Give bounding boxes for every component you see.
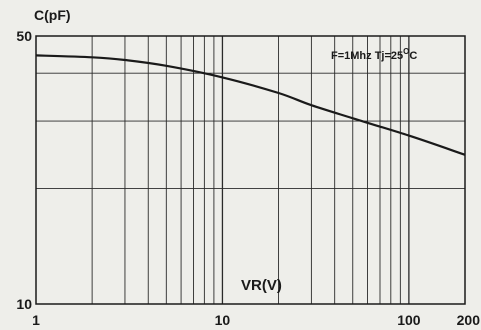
annotation-text: F=1Mhz Tj=25 [331,50,403,62]
capacitance-curve [35,54,466,156]
x-tick-label: 10 [215,312,231,328]
plot-frame [35,35,466,305]
x-axis-label: VR(V) [241,277,282,294]
y-tick-label: 10 [16,296,32,312]
x-tick-label: 1 [32,312,40,328]
annotation-degree: O [403,47,409,56]
annotation-unit: C [409,50,417,62]
y-axis-label: C(pF) [34,7,71,23]
y-tick-label: 50 [16,28,32,44]
x-tick-label: 100 [397,312,421,328]
x-tick-label: 200 [457,312,481,328]
condition-annotation: F=1Mhz Tj=25OC [331,47,417,62]
grid-layer [36,36,465,304]
